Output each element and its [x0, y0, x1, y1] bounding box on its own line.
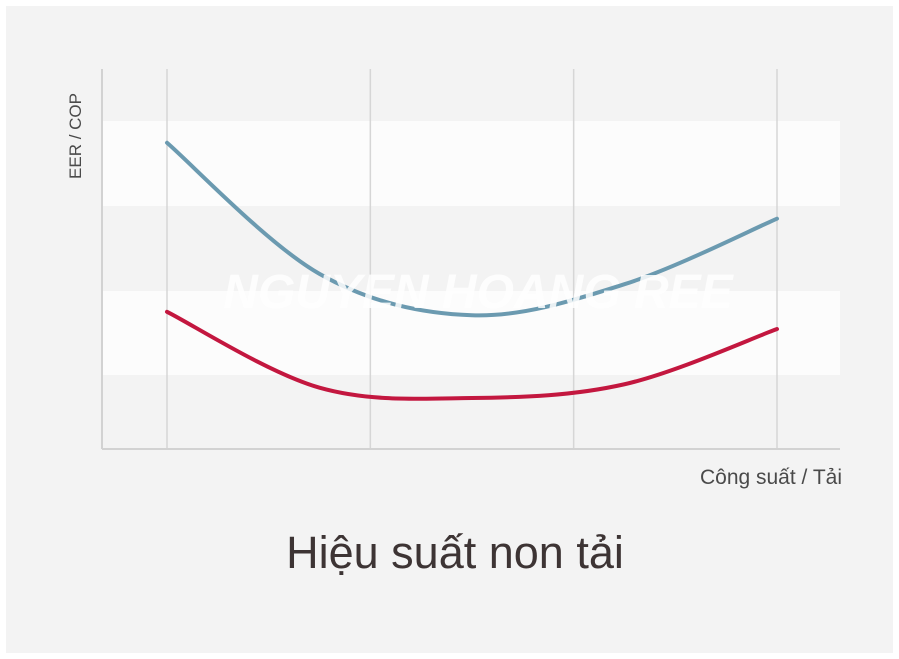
- x-axis-label: Công suất / Tải: [700, 466, 842, 489]
- watermark-text: NGUYEN HOANG REE: [223, 266, 734, 319]
- background-band-1: [102, 121, 840, 206]
- vertical-gridlines: [166, 69, 778, 449]
- series-line-2: [165, 309, 779, 401]
- series-layer: [165, 140, 779, 401]
- background-band-2: [102, 291, 840, 375]
- y-axis-label: EER / COP: [66, 93, 85, 179]
- series-line-1: [165, 140, 779, 318]
- chart-title: Hiệu suất non tải: [286, 527, 624, 578]
- chart-panel: NGUYEN HOANG REE EER / COP Công suất / T…: [6, 6, 893, 653]
- background-bands: [102, 121, 840, 375]
- line-chart: NGUYEN HOANG REE EER / COP Công suất / T…: [66, 69, 842, 578]
